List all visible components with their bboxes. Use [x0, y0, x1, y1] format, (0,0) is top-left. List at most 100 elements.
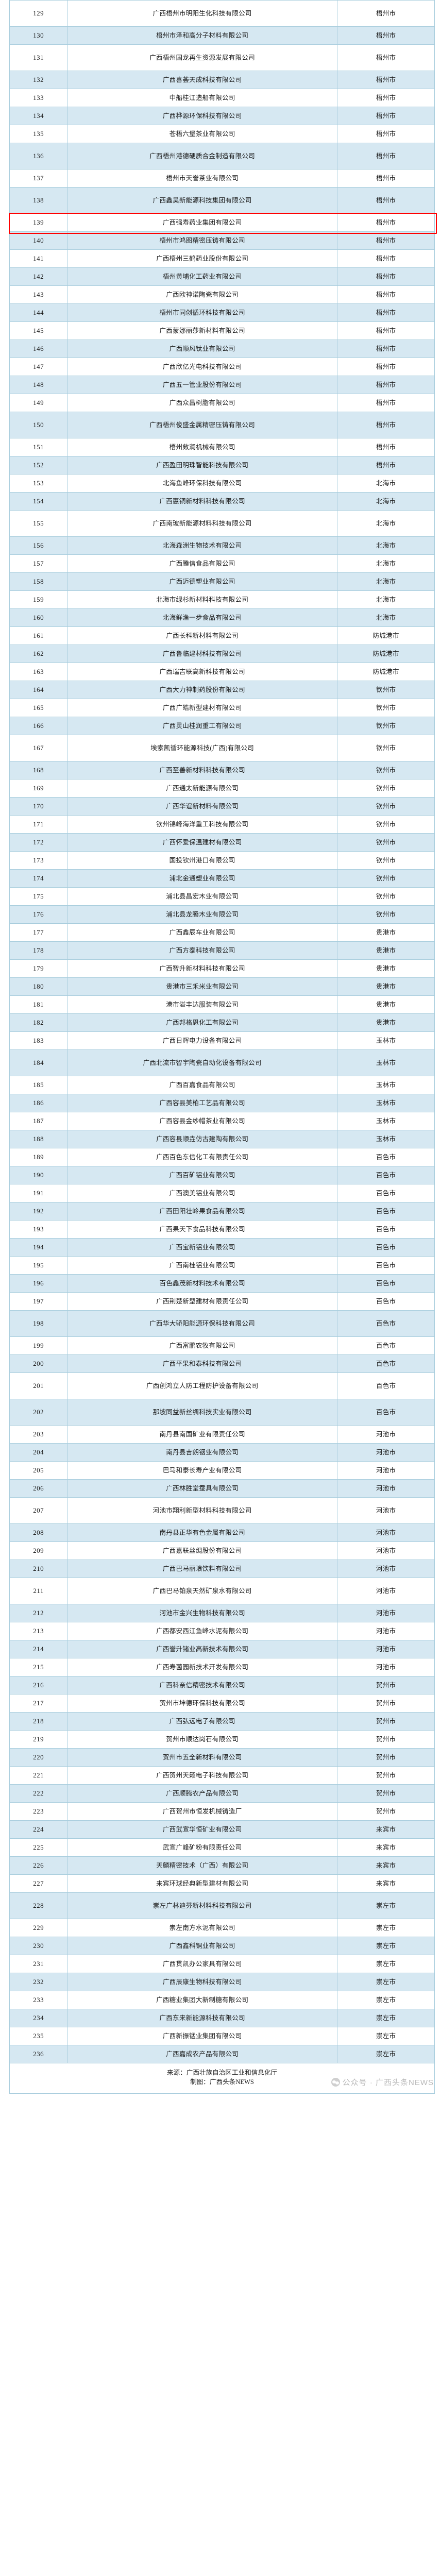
row-index: 136	[9, 143, 68, 170]
company-name: 来宾环球经典新型建材有限公司	[67, 1874, 338, 1893]
table-row: 231 广西贯凯办公家具有限公司 崇左市	[9, 1955, 435, 1973]
row-index: 172	[9, 833, 68, 852]
table-row: 236 广西嘉成农产品有限公司 崇左市	[9, 2045, 435, 2063]
row-index: 157	[9, 554, 68, 573]
table-row: 168 广西至善新材料科技有限公司 钦州市	[9, 761, 435, 779]
row-index: 164	[9, 681, 68, 699]
table-row: 213 广西都安西江鱼峰水泥有限公司 河池市	[9, 1622, 435, 1640]
company-name: 广西百矿铝业有限公司	[67, 1166, 338, 1184]
row-index: 236	[9, 2045, 68, 2063]
city-name: 北海市	[337, 474, 435, 493]
table-row: 171 钦州锦峰海洋重工科技有限公司 钦州市	[9, 815, 435, 834]
table-row: 130 梧州市泽和高分子材料有限公司 梧州市	[9, 26, 435, 45]
table-row: 164 广西大力神制药股份有限公司 钦州市	[9, 681, 435, 699]
city-name: 贺州市	[337, 1712, 435, 1731]
row-index: 234	[9, 2009, 68, 2027]
table-row: 153 北海鱼峰环保科技有限公司 北海市	[9, 474, 435, 493]
row-index: 201	[9, 1372, 68, 1399]
table-row: 155 广西南玻新能源材料科技有限公司 北海市	[9, 510, 435, 537]
table-row: 133 中船桂江造船有限公司 梧州市	[9, 89, 435, 107]
table-row: 215 广西寿菌园新技术开发有限公司 河池市	[9, 1658, 435, 1676]
row-index: 146	[9, 340, 68, 358]
city-name: 贺州市	[337, 1694, 435, 1713]
table-row: 201 广西创鸿立人防工程防护设备有限公司 百色市	[9, 1372, 435, 1399]
row-index: 144	[9, 303, 68, 322]
table-row: 178 广西方泰科技有限公司 贵港市	[9, 941, 435, 960]
table-row: 197 广西荆楚新型建材有限责任公司 百色市	[9, 1292, 435, 1311]
company-name: 河池市金兴生物科技有限公司	[67, 1604, 338, 1622]
row-index: 214	[9, 1640, 68, 1658]
company-name: 广西誉升锗业高新技术有限公司	[67, 1640, 338, 1658]
company-name: 广西蒙娜丽莎新材料有限公司	[67, 321, 338, 340]
company-name: 贵港市三禾米业有限公司	[67, 977, 338, 996]
city-name: 梧州市	[337, 0, 435, 27]
city-name: 防城港市	[337, 645, 435, 663]
city-name: 梧州市	[337, 412, 435, 438]
row-index: 129	[9, 0, 68, 27]
company-name: 河池市翔利新型材料科技有限公司	[67, 1497, 338, 1524]
company-name: 广西强寿药业集团有限公司	[67, 213, 338, 232]
table-row: 145 广西蒙娜丽莎新材料有限公司 梧州市	[9, 321, 435, 340]
table-row: 173 国投钦州港口有限公司 钦州市	[9, 851, 435, 870]
city-name: 北海市	[337, 492, 435, 511]
table-row: 151 梧州㪘润机械有限公司 梧州市	[9, 438, 435, 456]
company-name: 崇左南方水泥有限公司	[67, 1919, 338, 1937]
table-row: 229 崇左南方水泥有限公司 崇左市	[9, 1919, 435, 1937]
company-name: 巴马和泰长寿产业有限公司	[67, 1461, 338, 1480]
company-name: 广西鑫科铜业有限公司	[67, 1937, 338, 1955]
table-row: 167 埃索凯循环能源科技(广西)有限公司 钦州市	[9, 735, 435, 761]
city-name: 崇左市	[337, 1973, 435, 1991]
row-index: 208	[9, 1523, 68, 1542]
row-index: 158	[9, 572, 68, 591]
row-index: 202	[9, 1399, 68, 1426]
table-row: 210 广西巴马丽琅饮料有限公司 河池市	[9, 1560, 435, 1578]
row-index: 177	[9, 923, 68, 942]
company-name: 浦北金通塑业有限公司	[67, 869, 338, 888]
city-name: 崇左市	[337, 1892, 435, 1919]
table-row: 188 广西容县顺垚仿古建陶有限公司 玉林市	[9, 1130, 435, 1148]
company-name: 广西梧州三鹤药业股份有限公司	[67, 249, 338, 268]
city-name: 百色市	[337, 1148, 435, 1166]
company-name: 广西欧神诺陶瓷有限公司	[67, 285, 338, 304]
city-name: 河池市	[337, 1425, 435, 1444]
city-name: 钦州市	[337, 797, 435, 816]
row-index: 193	[9, 1220, 68, 1239]
city-name: 贺州市	[337, 1730, 435, 1749]
company-name: 广西辰康生物科技有限公司	[67, 1973, 338, 1991]
company-name: 广西大力神制药股份有限公司	[67, 681, 338, 699]
table-row: 159 北海市绿杉新材料科技有限公司 北海市	[9, 590, 435, 609]
city-name: 崇左市	[337, 2027, 435, 2045]
company-name: 埃索凯循环能源科技(广西)有限公司	[67, 735, 338, 761]
row-index: 159	[9, 590, 68, 609]
company-name: 广西容县金纱帽茶业有限公司	[67, 1112, 338, 1130]
row-index: 168	[9, 761, 68, 779]
table-row: 198 广西华大骄阳能源环保科技有限公司 百色市	[9, 1310, 435, 1337]
row-index: 148	[9, 376, 68, 394]
city-name: 崇左市	[337, 1919, 435, 1937]
row-index: 226	[9, 1856, 68, 1875]
table-row: 186 广西容县美柏工艺品有限公司 玉林市	[9, 1094, 435, 1112]
company-name: 广西腾信食品有限公司	[67, 554, 338, 573]
table-row: 234 广西东来新能源科技有限公司 崇左市	[9, 2009, 435, 2027]
row-index: 131	[9, 44, 68, 71]
row-index: 196	[9, 1274, 68, 1293]
company-name: 港市溢丰达服装有限公司	[67, 995, 338, 1014]
company-name: 中船桂江造船有限公司	[67, 89, 338, 107]
row-index: 175	[9, 887, 68, 906]
city-name: 河池市	[337, 1461, 435, 1480]
table-body: 129 广西梧州市明阳生化科技有限公司 梧州市 130 梧州市泽和高分子材料有限公司 梧州…	[9, 0, 435, 2063]
row-index: 174	[9, 869, 68, 888]
row-index: 151	[9, 438, 68, 456]
row-index: 194	[9, 1238, 68, 1257]
table-row: 142 梧州黄埔化工药业有限公司 梧州市	[9, 267, 435, 286]
table-row: 157 广西腾信食品有限公司 北海市	[9, 554, 435, 573]
row-index: 189	[9, 1148, 68, 1166]
city-name: 河池市	[337, 1622, 435, 1640]
company-name: 广西富鹏农牧有限公司	[67, 1336, 338, 1355]
company-name: 广西顺风钛业有限公司	[67, 340, 338, 358]
row-index: 132	[9, 71, 68, 89]
row-index: 167	[9, 735, 68, 761]
city-name: 百色市	[337, 1372, 435, 1399]
company-name: 广西武宣华恒矿业有限公司	[67, 1820, 338, 1839]
row-index: 173	[9, 851, 68, 870]
